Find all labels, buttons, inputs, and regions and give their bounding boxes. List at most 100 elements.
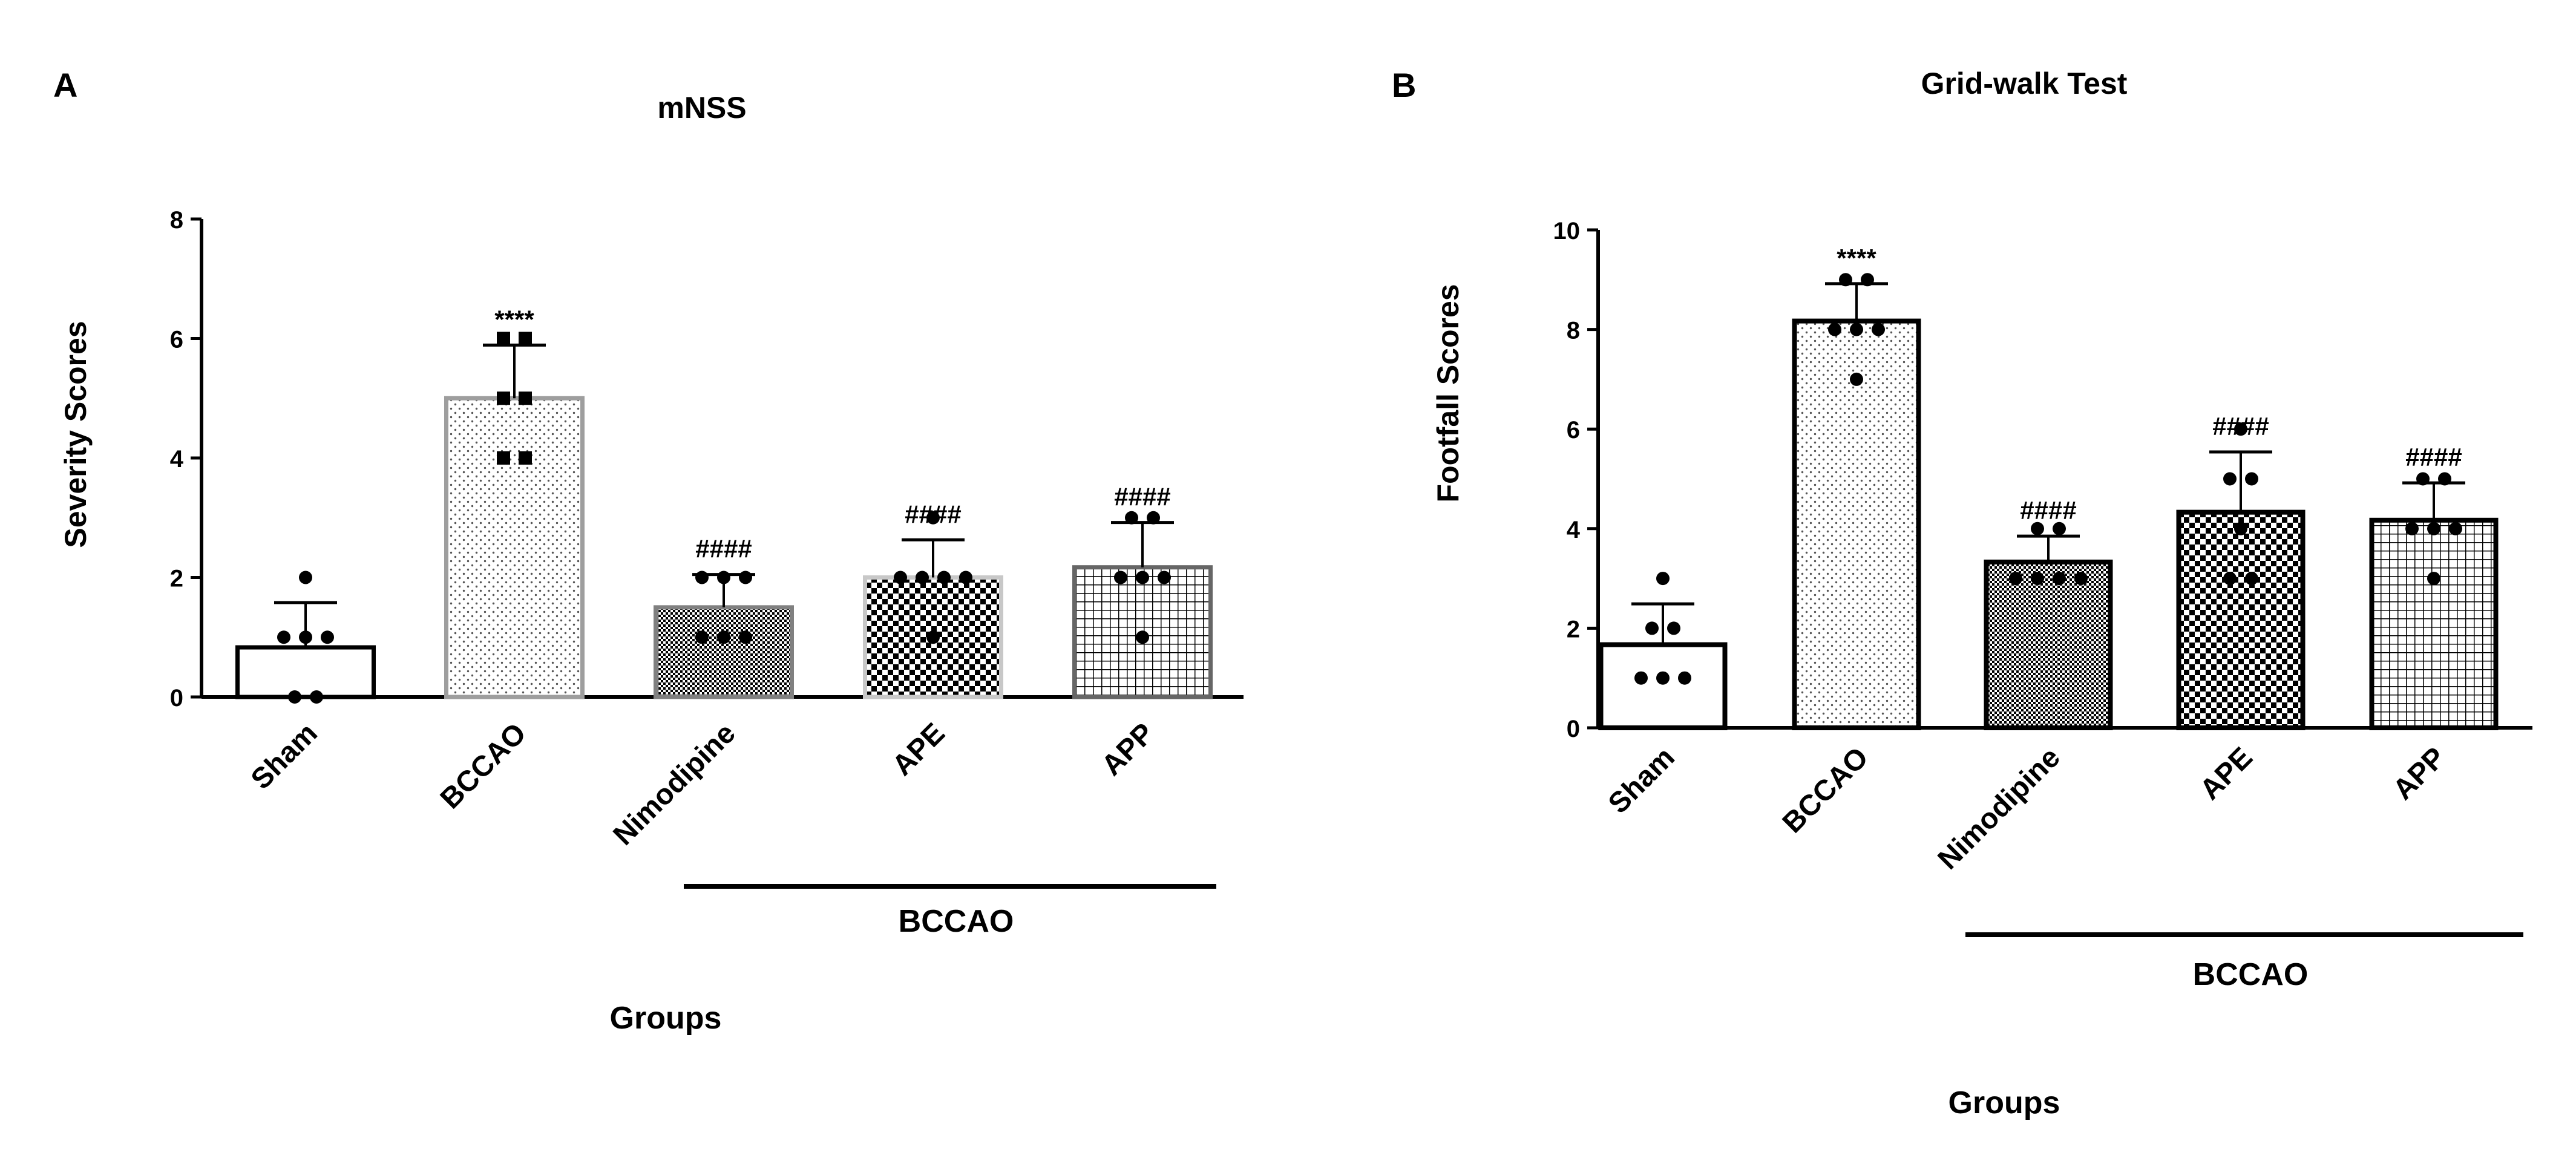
- chart-a-data-point: [310, 690, 323, 704]
- chart-b-category-label: Nimodipine: [1932, 741, 2066, 875]
- chart-b-category-label: APE: [2194, 741, 2259, 806]
- chart-b-data-point: [1645, 621, 1659, 635]
- chart-a-data-point: [916, 571, 929, 584]
- chart-b-y-tick-label: 2: [1567, 616, 1580, 643]
- chart-b-group-bracket-label: BCCAO: [2193, 957, 2309, 992]
- chart-a-data-point: [695, 630, 709, 644]
- chart-b-data-point: [1839, 273, 1852, 287]
- chart-b-significance-label: ####: [2020, 496, 2076, 525]
- chart-a-data-point: [926, 630, 940, 644]
- chart-a-y-tick-label: 2: [170, 566, 183, 592]
- chart-b-bar: [1984, 559, 2113, 730]
- chart-a-data-point: [519, 391, 532, 405]
- chart-b-data-point: [2223, 472, 2237, 486]
- chart-b-ylabel: Footfall Scores: [1431, 284, 1465, 502]
- panel-a-letter: A: [53, 66, 77, 104]
- chart-b-data-point: [2449, 522, 2462, 535]
- chart-a-category-label: Sham: [245, 717, 324, 796]
- chart-a-xlabel: Groups: [610, 1001, 722, 1036]
- chart-a-category-label: BCCAO: [434, 717, 533, 815]
- chart-b-data-point: [1656, 671, 1670, 685]
- chart-b-category-label: APP: [2387, 741, 2452, 806]
- chart-a-data-point: [497, 391, 510, 405]
- chart-a-plot: 0 2 4 6 8 Sham **** BCCAO #### Nimodipine #### APE #…: [170, 207, 1244, 939]
- chart-b-data-point: [1850, 372, 1863, 386]
- chart-b-data-point: [1872, 322, 1885, 336]
- chart-a-category-label: APP: [1096, 717, 1161, 782]
- chart-a-data-point: [695, 571, 709, 584]
- chart-a-data-point: [321, 630, 334, 644]
- chart-a-bar: [444, 396, 585, 699]
- chart-b-bar: [1598, 642, 1728, 730]
- chart-a-y-tick-label: 0: [170, 685, 183, 711]
- chart-b-y-tick-label: 4: [1567, 517, 1581, 543]
- chart-a-bar: [654, 605, 794, 699]
- chart-a-data-point: [299, 571, 312, 584]
- chart-b-data-point: [1828, 322, 1841, 336]
- chart-b-bar: [1792, 318, 1921, 730]
- chart-b-data-point: [2031, 522, 2044, 535]
- chart-a-data-point: [739, 571, 752, 584]
- chart-a-significance-label: ####: [905, 500, 961, 528]
- chart-b-data-point: [1678, 671, 1691, 685]
- chart-a-y-tick-label: 6: [170, 327, 183, 353]
- chart-a-y-tick-label: 8: [170, 207, 183, 234]
- chart-b-significance-label: ####: [2405, 443, 2462, 471]
- chart-b-data-point: [2438, 472, 2451, 486]
- chart-a-data-point: [1114, 571, 1127, 584]
- chart-b-data-point: [2234, 422, 2247, 436]
- chart-a-data-point: [959, 571, 972, 584]
- chart-a-data-point: [519, 332, 532, 345]
- chart-a-data-point: [926, 511, 940, 525]
- chart-b-data-point: [2427, 522, 2440, 535]
- chart-a-data-point: [717, 571, 730, 584]
- chart-b-data-point: [2074, 572, 2088, 586]
- chart-a-bar: [235, 645, 376, 699]
- chart-a-title: mNSS: [657, 91, 746, 125]
- chart-a-data-point: [288, 690, 301, 704]
- chart-a-data-point: [1125, 511, 1138, 525]
- chart-a-ylabel: Severity Scores: [59, 321, 93, 548]
- chart-b-plot: 0 2 4 6 8 10 Sham **** BCCAO #### Nimodipine #### AP…: [1553, 218, 2532, 992]
- chart-b-y-tick-label: 6: [1567, 417, 1580, 443]
- chart-a-data-point: [1147, 511, 1160, 525]
- chart-b-data-point: [2053, 572, 2066, 586]
- chart-b-category-label: Sham: [1602, 741, 1681, 820]
- chart-a-data-point: [1158, 571, 1171, 584]
- chart-b-data-point: [2053, 522, 2066, 535]
- chart-b-data-point: [2416, 472, 2430, 486]
- chart-b-bar: [2176, 509, 2306, 730]
- chart-b-data-point: [2245, 472, 2258, 486]
- chart-b-y-tick-label: 10: [1553, 218, 1581, 244]
- chart-b-y-tick-label: 8: [1567, 318, 1580, 344]
- chart-b-data-point: [2245, 572, 2258, 586]
- chart-a-category-label: Nimodipine: [608, 717, 742, 851]
- chart-a-data-point: [497, 332, 510, 345]
- chart-a-data-point: [894, 571, 907, 584]
- chart-b-data-point: [2223, 572, 2237, 586]
- chart-b-xlabel: Groups: [1948, 1085, 2060, 1120]
- chart-b-data-point: [1667, 621, 1680, 635]
- chart-a-data-point: [299, 630, 312, 644]
- chart-a-data-point: [519, 451, 532, 465]
- chart-a-category-label: APE: [887, 717, 951, 782]
- chart-b-data-point: [1656, 572, 1670, 586]
- chart-b-significance-label: ****: [1837, 244, 1876, 272]
- chart-b-data-point: [1850, 322, 1863, 336]
- chart-a-significance-label: ####: [695, 535, 752, 563]
- chart-a-data-point: [937, 571, 951, 584]
- chart-a-data-point: [1136, 630, 1149, 644]
- chart-a-data-point: [277, 630, 290, 644]
- panel-a-chart: mNSS Severity Scores Groups 0 2 4 6 8 Sham ***…: [59, 91, 1244, 1036]
- chart-b-category-label: BCCAO: [1777, 741, 1875, 839]
- chart-a-data-point: [739, 630, 752, 644]
- chart-b-data-point: [2234, 522, 2247, 535]
- chart-b-data-point: [2427, 572, 2440, 586]
- chart-a-significance-label: ****: [494, 305, 534, 333]
- chart-a-data-point: [1136, 571, 1149, 584]
- chart-b-data-point: [1861, 273, 1874, 287]
- chart-b-y-tick-label: 0: [1567, 716, 1580, 742]
- chart-a-group-bracket-label: BCCAO: [899, 904, 1014, 939]
- chart-b-data-point: [1634, 671, 1648, 685]
